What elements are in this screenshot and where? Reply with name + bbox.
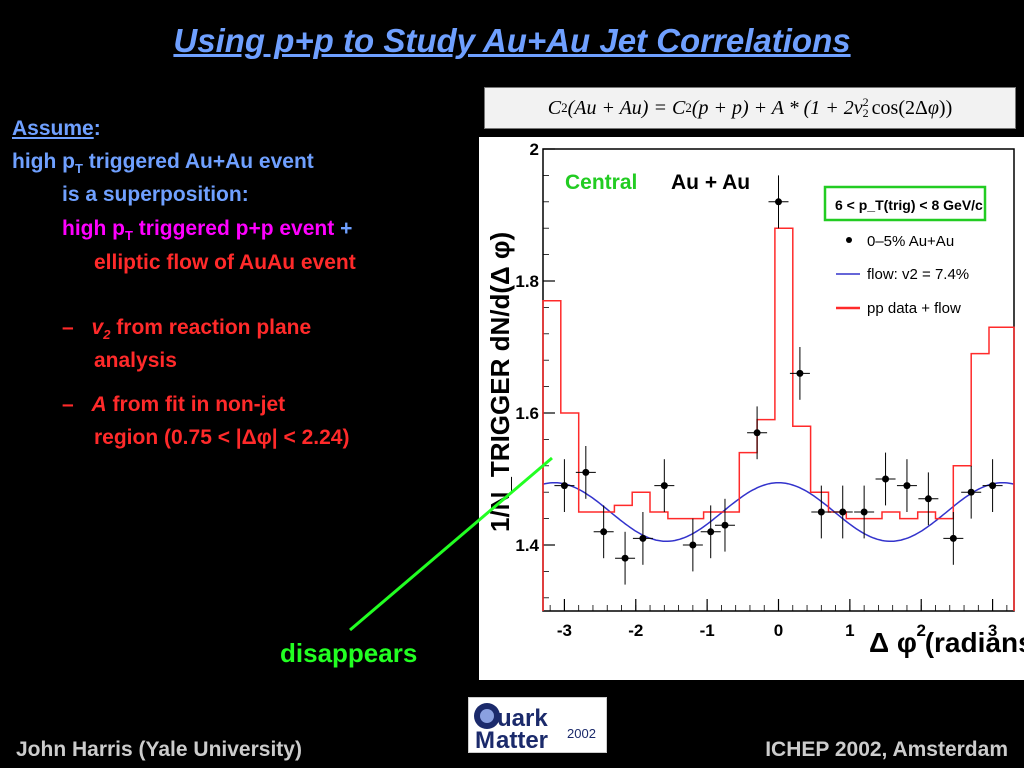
x-tick-label: -3 <box>557 621 572 640</box>
line3-sub: T <box>124 228 133 244</box>
bullet-v2-sub: 2 <box>103 327 111 343</box>
data-point <box>600 528 608 536</box>
data-point <box>989 482 997 490</box>
slide-title: Using p+p to Study Au+Au Jet Correlation… <box>173 22 851 59</box>
svg-text:atter: atter <box>496 727 548 752</box>
bullet-v2: – v2 from reaction plane <box>62 311 311 351</box>
data-point <box>839 508 847 516</box>
assume-colon: : <box>93 117 101 140</box>
legend-box-frame <box>823 185 987 222</box>
svg-text:2002: 2002 <box>567 726 596 741</box>
bullet-a-line2: region (0.75 < |Δφ| < 2.24) <box>94 426 350 449</box>
flow-curve <box>542 481 1015 543</box>
data-point <box>707 528 715 536</box>
x-tick-label: 3 <box>988 621 997 640</box>
line3-pre: high p <box>62 217 125 240</box>
y-tick-label: 1.6 <box>515 404 539 423</box>
assume-line3: high pT triggered p+p event + <box>62 212 352 252</box>
assume-label: Assume <box>12 117 94 140</box>
data-point <box>967 488 975 496</box>
legend-entry: pp data + flow <box>867 300 961 317</box>
line1-sub: T <box>74 161 83 177</box>
x-tick-label: 0 <box>774 621 783 640</box>
x-tick-label: 2 <box>916 621 925 640</box>
data-point <box>621 554 629 562</box>
bullet-dash: – <box>62 316 74 339</box>
y-tick-label: 2 <box>530 140 539 159</box>
bullet-a-var: A <box>91 393 107 416</box>
svg-text:M: M <box>475 727 495 752</box>
legend-box-text: 6 < p_T(trig) < 8 GeV/c <box>835 197 983 213</box>
footer-venue: ICHEP 2002, Amsterdam <box>765 738 1008 761</box>
bullet-dash: – <box>62 393 74 416</box>
legend-marker-points <box>846 237 852 243</box>
line1-pre: high p <box>12 150 75 173</box>
data-point <box>882 475 890 483</box>
line1-post: triggered Au+Au event <box>82 150 314 173</box>
chart-panel: -3 -2 -1 0 1 2 3 1.4 1.6 1.8 2 Central Au + Au 6 <… <box>479 137 1024 680</box>
quark-matter-logo-art: uark M atter 2002 <box>474 703 596 754</box>
legend-entry: 0–5% Au+Au <box>867 233 954 250</box>
data-point <box>582 468 590 476</box>
assume-line1: high pT triggered Au+Au event <box>12 145 314 185</box>
data-point <box>689 541 697 549</box>
y-axis-label: 1/N_TRIGGER dN/d(Δ φ) <box>485 232 515 532</box>
data-point <box>796 369 804 377</box>
svg-text:uark: uark <box>497 705 548 732</box>
bullet-v2-line2: analysis <box>94 349 177 372</box>
y-tick-label: 1.4 <box>515 536 539 555</box>
line3-post: triggered p+p event <box>132 217 335 240</box>
data-point <box>775 198 782 206</box>
x-axis-label: Δ φ (radians) <box>869 627 1024 658</box>
quark-matter-logo: uark M atter 2002 <box>468 697 607 754</box>
pp-flow-histogram <box>542 227 1015 611</box>
data-point <box>639 534 647 542</box>
y-tick-label: 1.8 <box>515 272 539 291</box>
annotation-disappears: disappears <box>280 638 418 668</box>
data-point <box>924 495 932 503</box>
data-point <box>660 482 668 490</box>
chart-title-central: Central <box>565 171 637 194</box>
data-point <box>753 429 761 437</box>
bullet-v2-var: v <box>91 316 104 339</box>
data-point <box>860 508 868 516</box>
line3-plus: + <box>334 217 353 240</box>
chart-title-auau: Au + Au <box>671 171 750 194</box>
x-tick-label: -2 <box>628 621 643 640</box>
assume-heading: Assume: <box>12 112 101 145</box>
x-tick-label: 1 <box>845 621 854 640</box>
bullet-a-text: from fit in non-jet <box>106 393 286 416</box>
chart-svg: -3 -2 -1 0 1 2 3 1.4 1.6 1.8 2 Central Au + Au 6 <… <box>485 140 1024 658</box>
x-tick-label: -1 <box>700 621 715 640</box>
footer-author: John Harris (Yale University) <box>16 738 302 761</box>
legend-entry: flow: v2 = 7.4% <box>867 266 969 283</box>
assume-line4: elliptic flow of AuAu event <box>94 251 356 274</box>
data-point <box>949 534 957 542</box>
bullet-a: – A from fit in non-jet <box>62 388 285 421</box>
green-arrow <box>349 456 553 632</box>
data-point <box>817 508 825 516</box>
bullet-v2-text: from reaction plane <box>110 316 312 339</box>
assume-line2: is a superposition: <box>62 183 249 206</box>
data-point <box>560 482 568 490</box>
data-point <box>721 521 729 529</box>
data-point <box>903 482 911 490</box>
formula-box: C 2 (Au + Au) = C 2 (p + p) + A * (1 + 2v 2 2 c… <box>484 87 1016 129</box>
